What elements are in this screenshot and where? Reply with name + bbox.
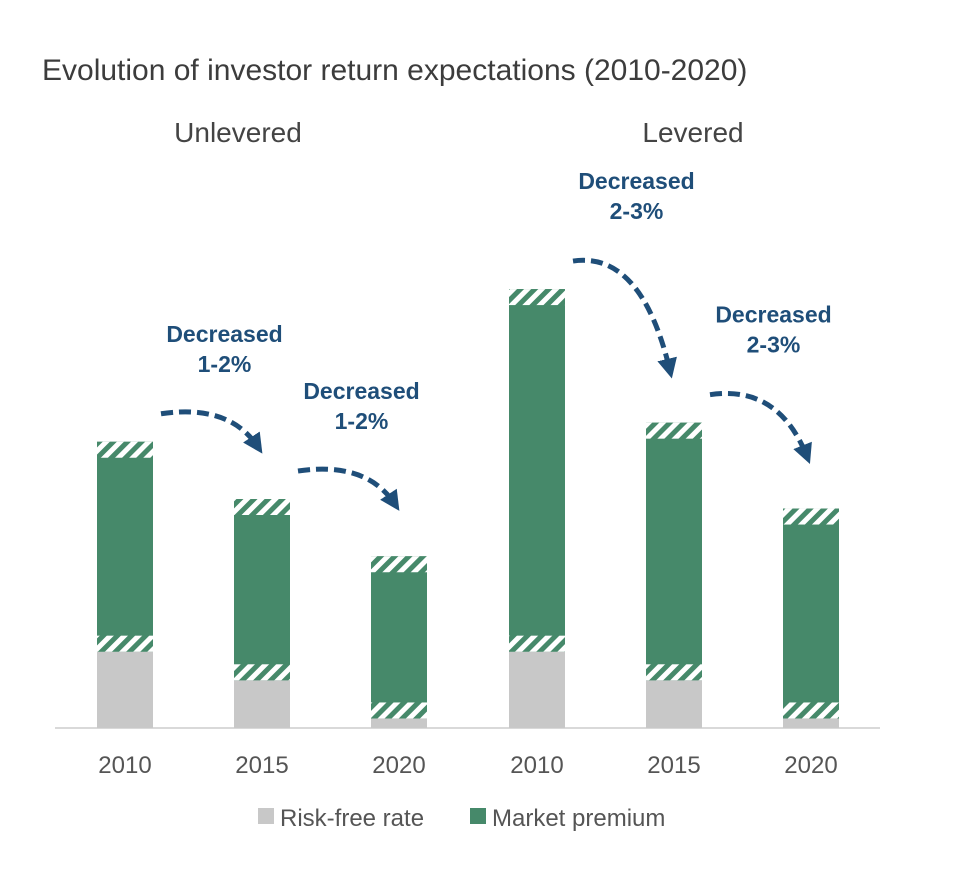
hatch-market-premium-levered-2010	[509, 289, 565, 306]
bar-market-premium-levered-2020	[783, 508, 839, 719]
bar-risk-free-levered-2020	[783, 718, 839, 728]
bar-market-premium-levered-2010	[509, 289, 565, 652]
hatch-market-premium-unlevered-2020	[371, 556, 427, 573]
x-tick-unlevered-2015: 2015	[235, 752, 288, 779]
decrease-arrow-levered-0	[572, 257, 677, 379]
hatch-risk-free-unlevered-2015	[234, 664, 290, 681]
group-title-unlevered: Unlevered	[174, 117, 302, 148]
bar-market-premium-unlevered-2015	[234, 499, 290, 681]
x-tick-unlevered-2020: 2020	[372, 752, 425, 779]
annotation-value-levered-0: 2-3%	[610, 198, 664, 224]
x-tick-unlevered-2010: 2010	[98, 752, 151, 779]
annotation-value-unlevered-1: 1-2%	[335, 408, 389, 434]
bars-layer	[97, 289, 839, 728]
x-tick-levered-2020: 2020	[784, 752, 837, 779]
group-title-levered: Levered	[642, 117, 743, 148]
annotation-label-levered-1: Decreased	[715, 302, 831, 328]
hatch-market-premium-unlevered-2010	[97, 441, 153, 458]
annotation-value-unlevered-0: 1-2%	[198, 351, 252, 377]
annotation-label-levered-0: Decreased	[578, 168, 694, 194]
legend-swatch-market-premium	[470, 808, 486, 824]
bar-risk-free-unlevered-2010	[97, 651, 153, 728]
bar-risk-free-unlevered-2020	[371, 718, 427, 728]
decrease-arrow-levered-1	[709, 391, 812, 464]
chart-title: Evolution of investor return expectation…	[42, 54, 747, 87]
legend-label-market-premium: Market premium	[492, 805, 665, 832]
decrease-arrow-unlevered-1	[297, 466, 400, 511]
hatch-risk-free-levered-2015	[646, 664, 702, 681]
hatch-market-premium-levered-2015	[646, 422, 702, 439]
bar-risk-free-unlevered-2015	[234, 680, 290, 728]
legend: Risk-free rate Market premium	[258, 805, 665, 832]
bar-risk-free-levered-2015	[646, 680, 702, 728]
hatch-market-premium-levered-2020	[783, 508, 839, 525]
bar-market-premium-unlevered-2010	[97, 441, 153, 652]
bar-market-premium-levered-2015	[646, 422, 702, 681]
hatch-risk-free-unlevered-2010	[97, 635, 153, 652]
hatch-market-premium-unlevered-2015	[234, 499, 290, 515]
x-tick-levered-2015: 2015	[647, 752, 700, 779]
hatch-risk-free-unlevered-2020	[371, 702, 427, 719]
decrease-arrow-unlevered-0	[160, 409, 263, 454]
x-tick-labels: 2010 2015 2020 2010 2015 2020	[98, 752, 837, 779]
annotations-layer: Decreased 1-2% Decreased 1-2% Decreased 2-3% D…	[160, 168, 832, 511]
legend-swatch-risk-free	[258, 808, 274, 824]
hatch-risk-free-levered-2010	[509, 635, 565, 652]
bar-market-premium-unlevered-2020	[371, 556, 427, 719]
annotation-value-levered-1: 2-3%	[747, 332, 801, 358]
legend-label-risk-free: Risk-free rate	[280, 805, 424, 832]
annotation-label-unlevered-0: Decreased	[166, 321, 282, 347]
hatch-risk-free-levered-2020	[783, 702, 839, 719]
bar-risk-free-levered-2010	[509, 651, 565, 728]
x-tick-levered-2010: 2010	[510, 752, 563, 779]
annotation-label-unlevered-1: Decreased	[303, 378, 419, 404]
